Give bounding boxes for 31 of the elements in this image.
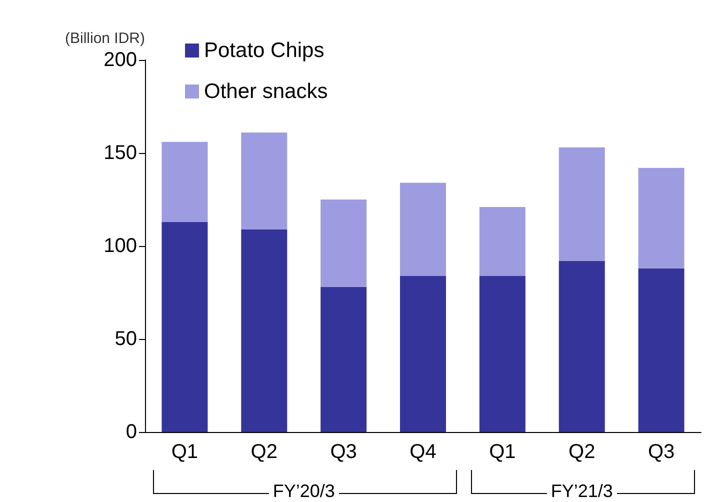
y-tick-label: 150 xyxy=(104,142,137,164)
bar xyxy=(479,276,526,432)
y-tick-label: 200 xyxy=(104,49,137,71)
bar xyxy=(558,147,605,261)
text: FY’21/3 xyxy=(546,481,617,502)
y-axis-title: (Billion IDR) xyxy=(64,30,145,47)
bar xyxy=(320,286,367,432)
x-tick-label: Q2 xyxy=(568,441,596,463)
bar xyxy=(162,222,208,432)
bar xyxy=(241,132,288,230)
legend-label: Potato Chips xyxy=(204,39,324,62)
x-tick-label: Q3 xyxy=(330,441,357,463)
bar xyxy=(638,268,684,432)
x-tick-label: Q3 xyxy=(648,441,675,463)
bar xyxy=(638,168,684,268)
bar xyxy=(320,200,367,287)
x-tick-label: Q1 xyxy=(171,441,198,463)
bar xyxy=(400,182,446,276)
x-tick-label: Q4 xyxy=(410,441,436,463)
x-tick-label: Q1 xyxy=(489,441,516,463)
y-tick-label: 50 xyxy=(114,328,137,350)
bar xyxy=(558,260,605,432)
x-tick-label: Q2 xyxy=(250,441,278,463)
bar xyxy=(400,276,446,432)
legend-label: Other snacks xyxy=(204,80,328,103)
bar xyxy=(479,206,526,276)
y-tick-label: 100 xyxy=(104,235,137,257)
bar xyxy=(241,229,288,432)
y-tick-label: 0 xyxy=(126,421,137,443)
text: FY’20/3 xyxy=(268,481,339,502)
bar xyxy=(162,142,208,222)
